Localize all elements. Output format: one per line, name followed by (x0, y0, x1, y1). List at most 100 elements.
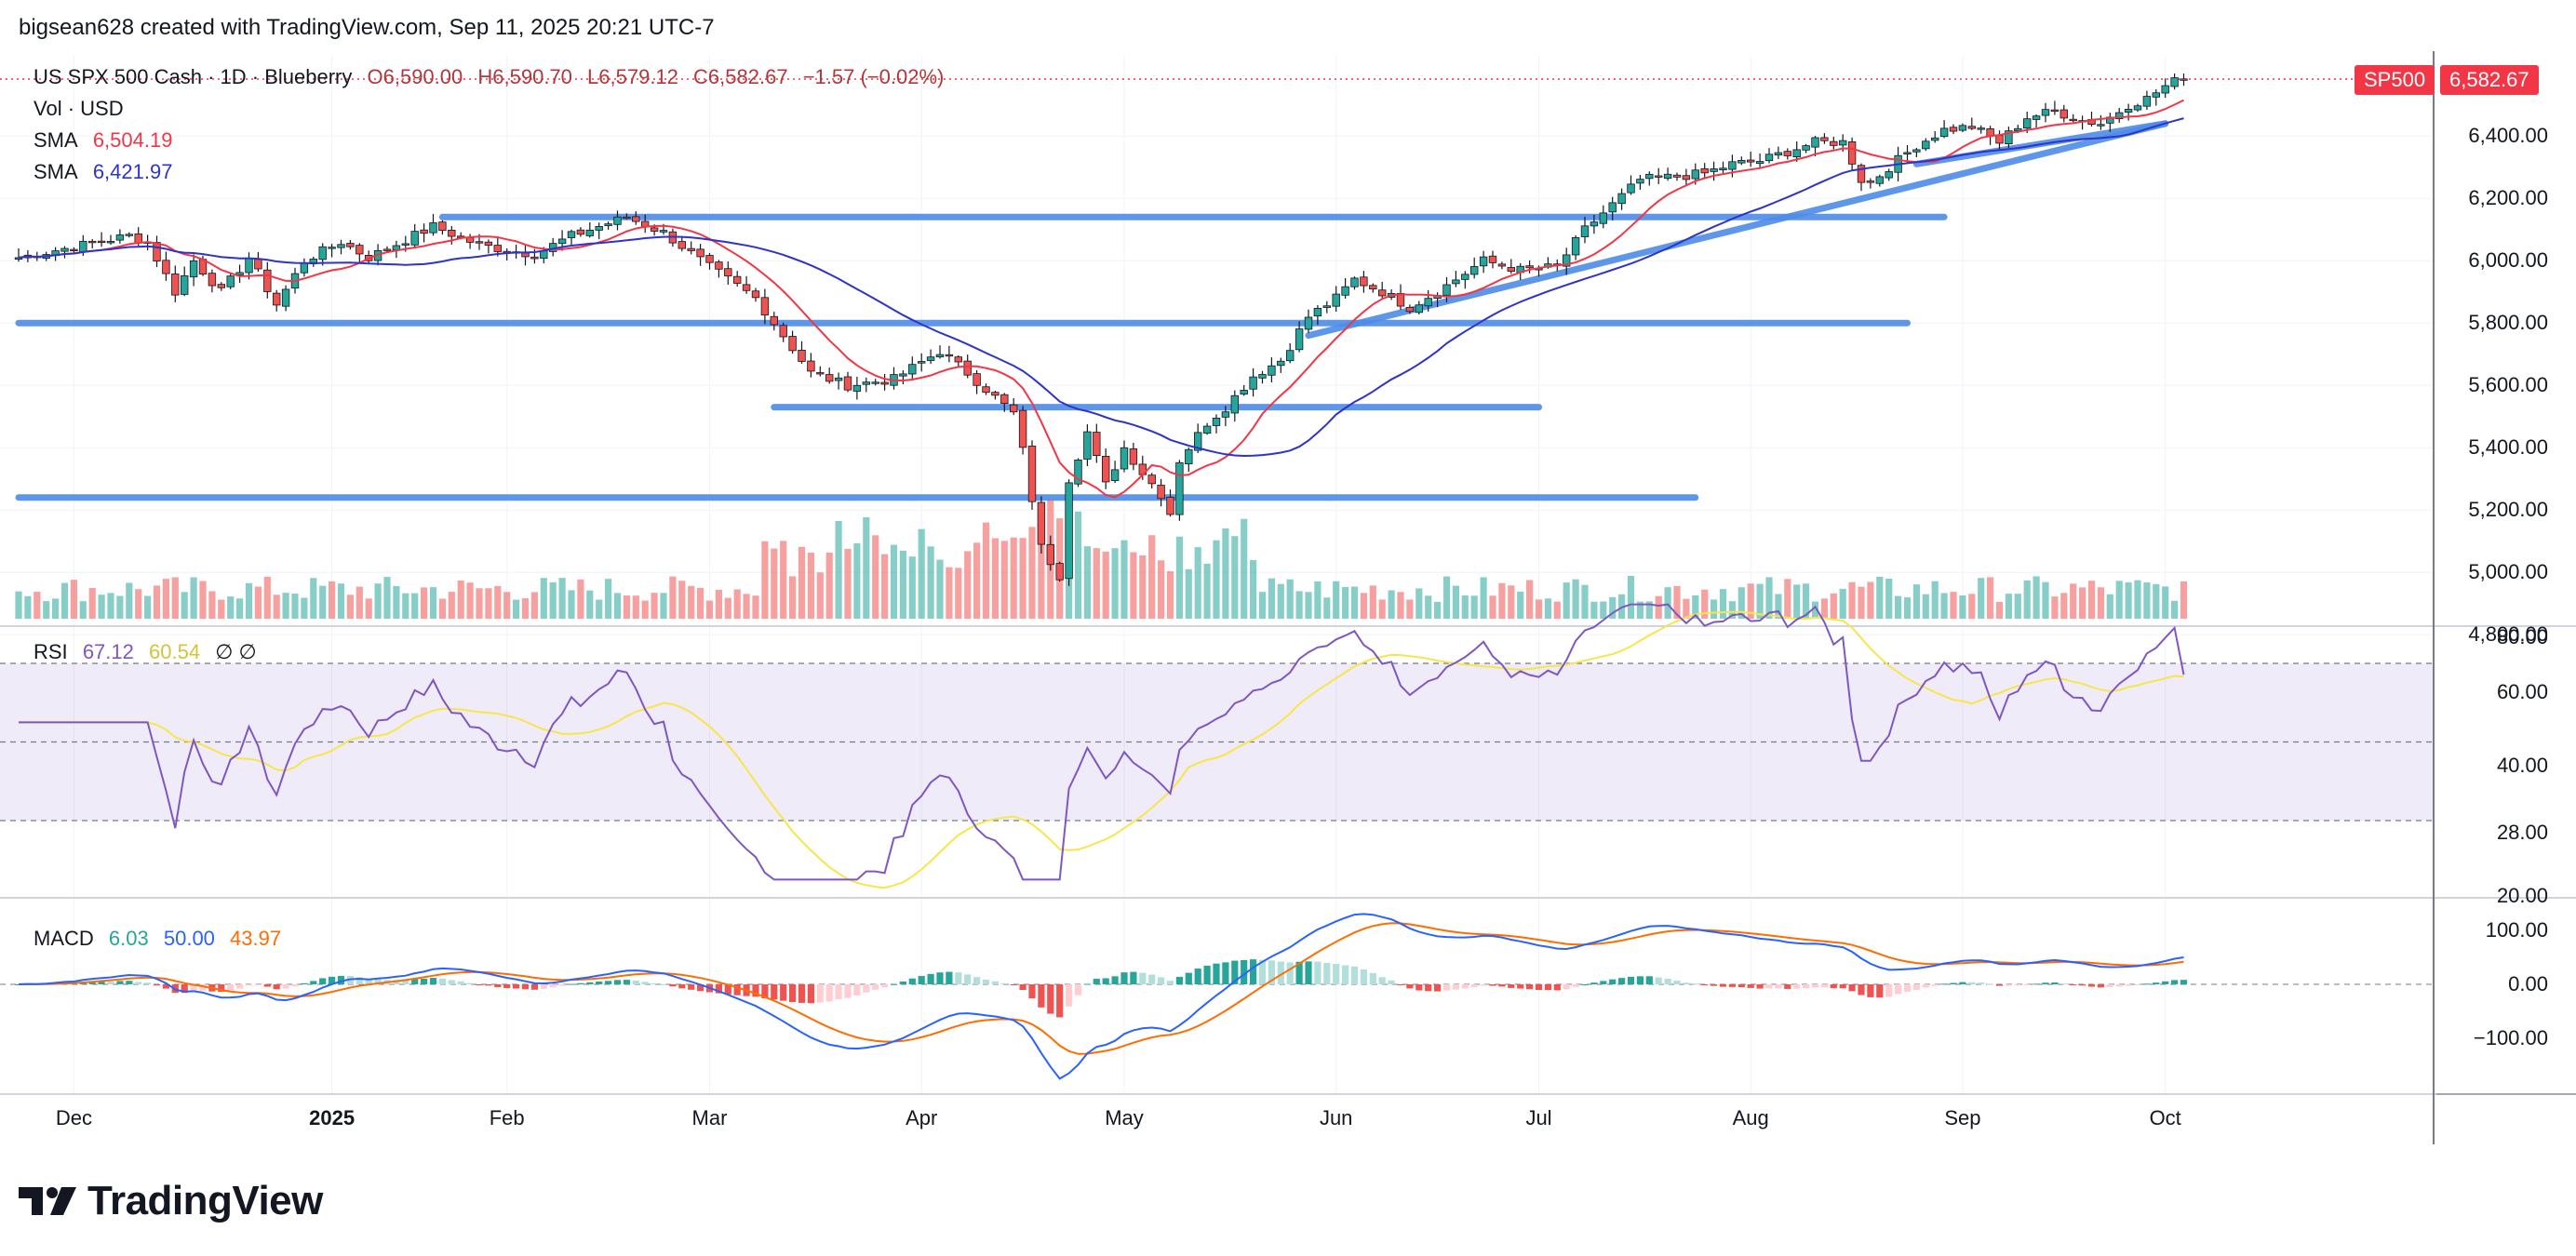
candle-body (1332, 293, 1340, 307)
macd-tick-label: 100.00 (2485, 918, 2548, 942)
macd-histogram-bar (135, 982, 142, 984)
candle-body (1497, 263, 1507, 267)
ohlc-legend: US SPX 500 Cash · 1D · Blueberry O6,590.… (34, 65, 953, 89)
volume-bar (1765, 577, 1773, 619)
candle-body (1967, 126, 1976, 129)
candle-body (1350, 277, 1359, 287)
rsi-legend[interactable]: RSI 67.12 60.54 ∅ ∅ (34, 640, 266, 664)
candle-body (1995, 135, 2004, 144)
candle-body (779, 325, 787, 338)
macd-histogram-bar (1803, 984, 1810, 989)
volume-bar (1203, 563, 1211, 619)
macd-histogram-bar (1415, 984, 1423, 991)
macd-histogram-bar (1737, 984, 1745, 988)
candle-body (153, 242, 161, 262)
candle-body (1885, 171, 1893, 179)
volume-bar (771, 548, 778, 619)
candle-body (2005, 130, 2013, 144)
macd-histogram-bar (126, 981, 133, 984)
sma-slow-legend[interactable]: SMA 6,421.97 (34, 160, 181, 184)
macd-histogram-bar (1480, 984, 1487, 986)
volume-bar (503, 592, 511, 619)
macd-histogram-bar (1333, 964, 1340, 984)
candle-body (1507, 267, 1515, 272)
time-tick-label: 2025 (309, 1106, 356, 1129)
volume-bar (438, 598, 446, 619)
volume-bar (1111, 548, 1119, 619)
macd-histogram-bar (1323, 963, 1331, 984)
macd-histogram-bar (2079, 984, 2086, 986)
volume-bar (1250, 560, 1257, 619)
candle-body (1590, 221, 1599, 227)
candle-body (420, 229, 428, 234)
volume-bar (263, 576, 271, 619)
volume-bar (466, 582, 474, 619)
candle-body (1369, 285, 1377, 290)
macd-histogram-bar (715, 984, 722, 994)
price-tick-label: 5,400.00 (2468, 435, 2548, 460)
macd-legend[interactable]: MACD 6.03 50.00 43.97 (34, 927, 290, 951)
sma-fast-legend[interactable]: SMA 6,504.19 (34, 128, 181, 153)
volume-bar (310, 578, 317, 619)
volume-bar (1683, 598, 1690, 619)
macd-histogram-bar (2060, 983, 2068, 985)
macd-histogram-bar (1388, 980, 1395, 984)
macd-histogram-bar (144, 982, 152, 984)
macd-histogram-bar (291, 984, 299, 987)
symbol-label[interactable]: US SPX 500 Cash · 1D · Blueberry (34, 65, 353, 88)
macd-line (18, 913, 2184, 1080)
macd-histogram-bar (752, 984, 759, 997)
candle-body (1488, 255, 1497, 263)
candle-body (272, 292, 281, 306)
volume-bar (1968, 594, 1976, 619)
candle-body (235, 272, 244, 275)
candle-body (2032, 115, 2041, 120)
volume-bar (2087, 581, 2096, 619)
attribution-text: bigsean628 created with TradingView.com,… (19, 15, 715, 40)
candle-body (530, 256, 539, 260)
volume-bar (991, 538, 999, 619)
candle-body (623, 216, 631, 220)
volume-bar (964, 551, 972, 619)
volume-bar (374, 583, 382, 619)
candle-body (613, 216, 622, 225)
macd-histogram-bar (1517, 984, 1524, 989)
macd-label: MACD (34, 927, 94, 950)
volume-bar (1442, 576, 1451, 619)
macd-histogram-bar (1231, 960, 1239, 984)
volume-bar (697, 587, 704, 619)
volume-bar (273, 595, 280, 619)
volume-bar (144, 595, 152, 619)
candle-body (208, 273, 217, 287)
macd-histogram-bar (632, 980, 639, 984)
macd-histogram-bar (2042, 982, 2049, 984)
volume-bar (1978, 578, 1985, 619)
volume-bar (1784, 579, 1791, 619)
volume-bar (1258, 592, 1267, 619)
macd-histogram-bar (1618, 978, 1626, 984)
macd-histogram-bar (2143, 983, 2151, 985)
macd-histogram-bar (1277, 961, 1284, 984)
volume-bar (1139, 555, 1147, 619)
tradingview-logo[interactable]: TradingView (19, 1178, 323, 1224)
candle-body (1018, 409, 1027, 448)
volume-bar (1912, 584, 1920, 619)
volume-bar (1811, 601, 1819, 619)
candle-body (1304, 316, 1313, 330)
macd-histogram-bar (1931, 984, 1939, 986)
candle-body (2050, 109, 2059, 113)
candle-body (1286, 350, 1295, 362)
candle-body (410, 231, 419, 246)
candle-body (448, 229, 456, 237)
volume-bar (1885, 578, 1893, 619)
macd-histogram-bar (1222, 962, 1229, 984)
candle-body (1083, 431, 1092, 460)
macd-histogram-bar (586, 982, 594, 984)
volume-bar (2106, 594, 2113, 619)
volume-legend[interactable]: Vol · USD (34, 97, 124, 120)
candle-body (1617, 193, 1626, 205)
macd-histogram-bar (1175, 976, 1183, 984)
volume-bar (171, 577, 179, 619)
candle-body (1037, 501, 1046, 545)
